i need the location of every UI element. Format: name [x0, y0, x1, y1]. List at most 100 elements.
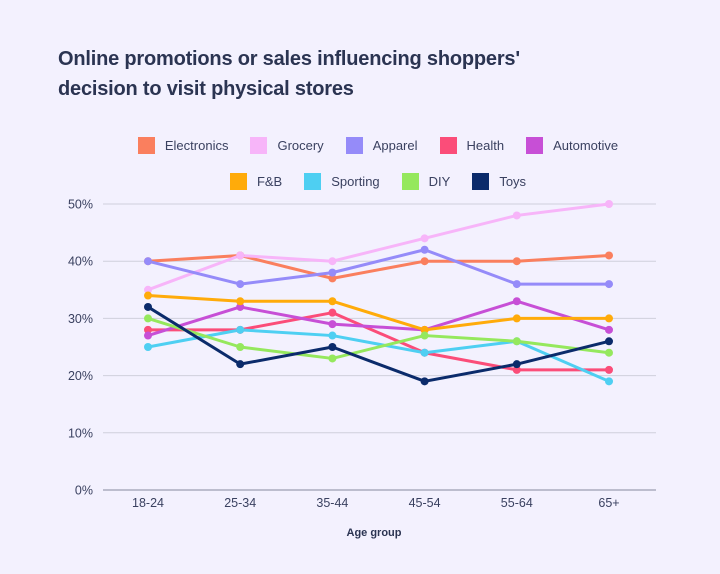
data-point-f-b	[328, 297, 337, 306]
data-point-toys	[328, 343, 337, 351]
data-point-apparel	[328, 268, 337, 277]
data-point-f-b	[236, 297, 245, 306]
legend-label: F&B	[256, 174, 283, 189]
x-axis-ticks: 18-24 25-34 35-44 45-54 55-64 65+	[132, 496, 620, 510]
y-tick-label: 20%	[68, 369, 93, 383]
data-point-sporting	[328, 331, 337, 340]
data-point-automotive	[605, 325, 613, 334]
legend-row-2: F&B Sporting DIY Toys	[0, 173, 720, 190]
legend-swatch	[250, 137, 268, 154]
data-point-grocery	[236, 251, 245, 260]
legend-item-sporting[interactable]: Sporting	[304, 173, 380, 190]
legend-swatch	[526, 137, 544, 154]
data-point-electronics	[512, 257, 521, 266]
data-point-automotive	[144, 331, 152, 340]
x-tick-label: 55-64	[501, 496, 533, 510]
data-point-health	[328, 308, 337, 317]
legend-swatch	[137, 137, 155, 154]
data-point-electronics	[420, 257, 429, 266]
data-point-f-b	[512, 314, 521, 323]
series-line-electronics	[146, 253, 611, 280]
data-point-diy	[144, 314, 152, 323]
series-lines	[146, 202, 611, 383]
data-point-automotive	[512, 297, 521, 306]
data-point-sporting	[605, 377, 613, 386]
legend-label: Health	[466, 138, 505, 153]
data-point-health	[512, 365, 521, 374]
data-point-automotive	[328, 320, 337, 329]
data-point-grocery	[605, 200, 613, 208]
legend-label: Sporting	[331, 174, 380, 189]
series-line-diy	[146, 316, 611, 360]
data-point-apparel	[236, 280, 245, 289]
legend-swatch	[229, 173, 247, 190]
y-axis-ticks: 0% 10% 20% 30% 40% 50%	[68, 198, 93, 498]
legend-item-diy[interactable]: DIY	[401, 173, 451, 190]
x-axis-label: Age group	[347, 527, 402, 539]
legend-swatch	[304, 173, 322, 190]
legend-row-1: Electronics Grocery Apparel Health Automotiv…	[0, 137, 720, 154]
legend-label: Automotive	[553, 138, 619, 153]
x-tick-label: 18-24	[132, 496, 164, 510]
y-tick-label: 10%	[68, 426, 93, 440]
data-point-toys	[512, 360, 521, 369]
data-point-apparel	[144, 257, 152, 266]
legend-label: Electronics	[164, 138, 229, 153]
data-point-sporting	[236, 325, 245, 334]
data-point-electronics	[605, 251, 613, 260]
data-point-grocery	[144, 285, 152, 294]
legend-item-grocery[interactable]: Grocery	[250, 137, 324, 154]
data-point-diy	[420, 331, 429, 340]
x-tick-label: 35-44	[316, 496, 348, 510]
data-point-health	[605, 365, 613, 374]
y-tick-label: 0%	[75, 484, 93, 498]
legend-swatch	[472, 173, 490, 190]
data-point-toys	[236, 360, 245, 369]
legend-item-toys[interactable]: Toys	[472, 173, 526, 190]
y-tick-label: 50%	[68, 198, 93, 212]
legend-swatch	[345, 137, 363, 154]
y-tick-label: 40%	[68, 255, 93, 269]
legend-item-f-b[interactable]: F&B	[229, 173, 283, 190]
legend-item-automotive[interactable]: Automotive	[526, 137, 618, 154]
legend-label: Grocery	[277, 138, 324, 153]
data-point-diy	[512, 337, 521, 346]
series-line-f-b	[146, 294, 611, 332]
data-point-f-b	[144, 291, 152, 300]
data-point-diy	[328, 354, 337, 363]
data-point-health	[144, 325, 152, 334]
series-line-grocery	[146, 202, 611, 292]
x-tick-label: 25-34	[224, 496, 256, 510]
series-line-apparel	[146, 248, 611, 286]
legend-swatch	[401, 173, 419, 190]
chart-title: Online promotions or sales influencing s…	[58, 48, 520, 100]
data-point-diy	[236, 343, 245, 351]
legend-label: DIY	[428, 174, 451, 189]
data-point-grocery	[512, 211, 521, 220]
data-point-f-b	[605, 314, 613, 323]
legend-item-health[interactable]: Health	[439, 137, 505, 154]
x-tick-label: 45-54	[409, 496, 441, 510]
legend-label: Apparel	[372, 138, 418, 153]
legend-swatch	[439, 137, 457, 154]
legend-item-electronics[interactable]: Electronics	[137, 137, 229, 154]
series-line-sporting	[146, 328, 611, 383]
data-point-automotive	[236, 302, 245, 311]
x-tick-label: 65+	[598, 496, 619, 510]
data-point-grocery	[420, 234, 429, 243]
legend-label: Toys	[499, 174, 527, 189]
series-line-automotive	[146, 299, 611, 338]
legend-item-apparel[interactable]: Apparel	[345, 137, 418, 154]
data-point-electronics	[328, 274, 337, 283]
data-point-toys	[144, 302, 152, 311]
series-line-health	[146, 311, 611, 372]
data-point-apparel	[512, 280, 521, 289]
series-points	[144, 200, 613, 386]
data-point-diy	[605, 348, 613, 357]
data-point-toys	[605, 337, 613, 346]
data-point-apparel	[420, 245, 429, 254]
data-point-toys	[420, 377, 429, 386]
data-point-sporting	[144, 343, 152, 351]
data-point-grocery	[328, 257, 337, 266]
